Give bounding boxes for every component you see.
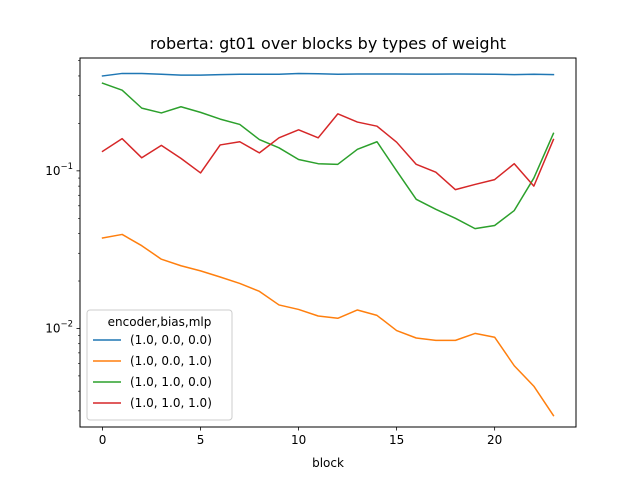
legend-label-3: (1.0, 1.0, 0.0) [130, 375, 212, 389]
x-axis-label: block [312, 456, 344, 470]
x-tick-label: 5 [197, 433, 205, 447]
series-line-2 [101, 233, 555, 417]
legend-label-1: (1.0, 0.0, 0.0) [130, 333, 212, 347]
y-tick-label: 10−1 [45, 162, 73, 178]
series-line-1 [101, 72, 555, 77]
x-tick-label: 15 [389, 433, 404, 447]
x-axis: 0 5 10 15 20 [99, 427, 502, 447]
y-axis: 10−1 10−2 [45, 60, 80, 412]
x-tick-label: 20 [487, 433, 502, 447]
legend-box [86, 309, 233, 421]
legend-title: encoder,bias,mlp [108, 315, 212, 329]
x-tick-label: 0 [99, 433, 107, 447]
legend-label-4: (1.0, 1.0, 1.0) [130, 396, 212, 410]
legend-label-2: (1.0, 0.0, 1.0) [130, 354, 212, 368]
chart-title: roberta: gt01 over blocks by types of we… [150, 34, 506, 53]
y-tick-label: 10−2 [45, 319, 73, 335]
series-line-3 [101, 82, 555, 230]
series-line-4 [101, 113, 555, 191]
axes-frame [79, 57, 577, 428]
x-tick-label: 10 [291, 433, 306, 447]
plot-area [101, 72, 555, 417]
legend: encoder,bias,mlp (1.0, 0.0, 0.0) (1.0, 0.0… [86, 309, 233, 421]
